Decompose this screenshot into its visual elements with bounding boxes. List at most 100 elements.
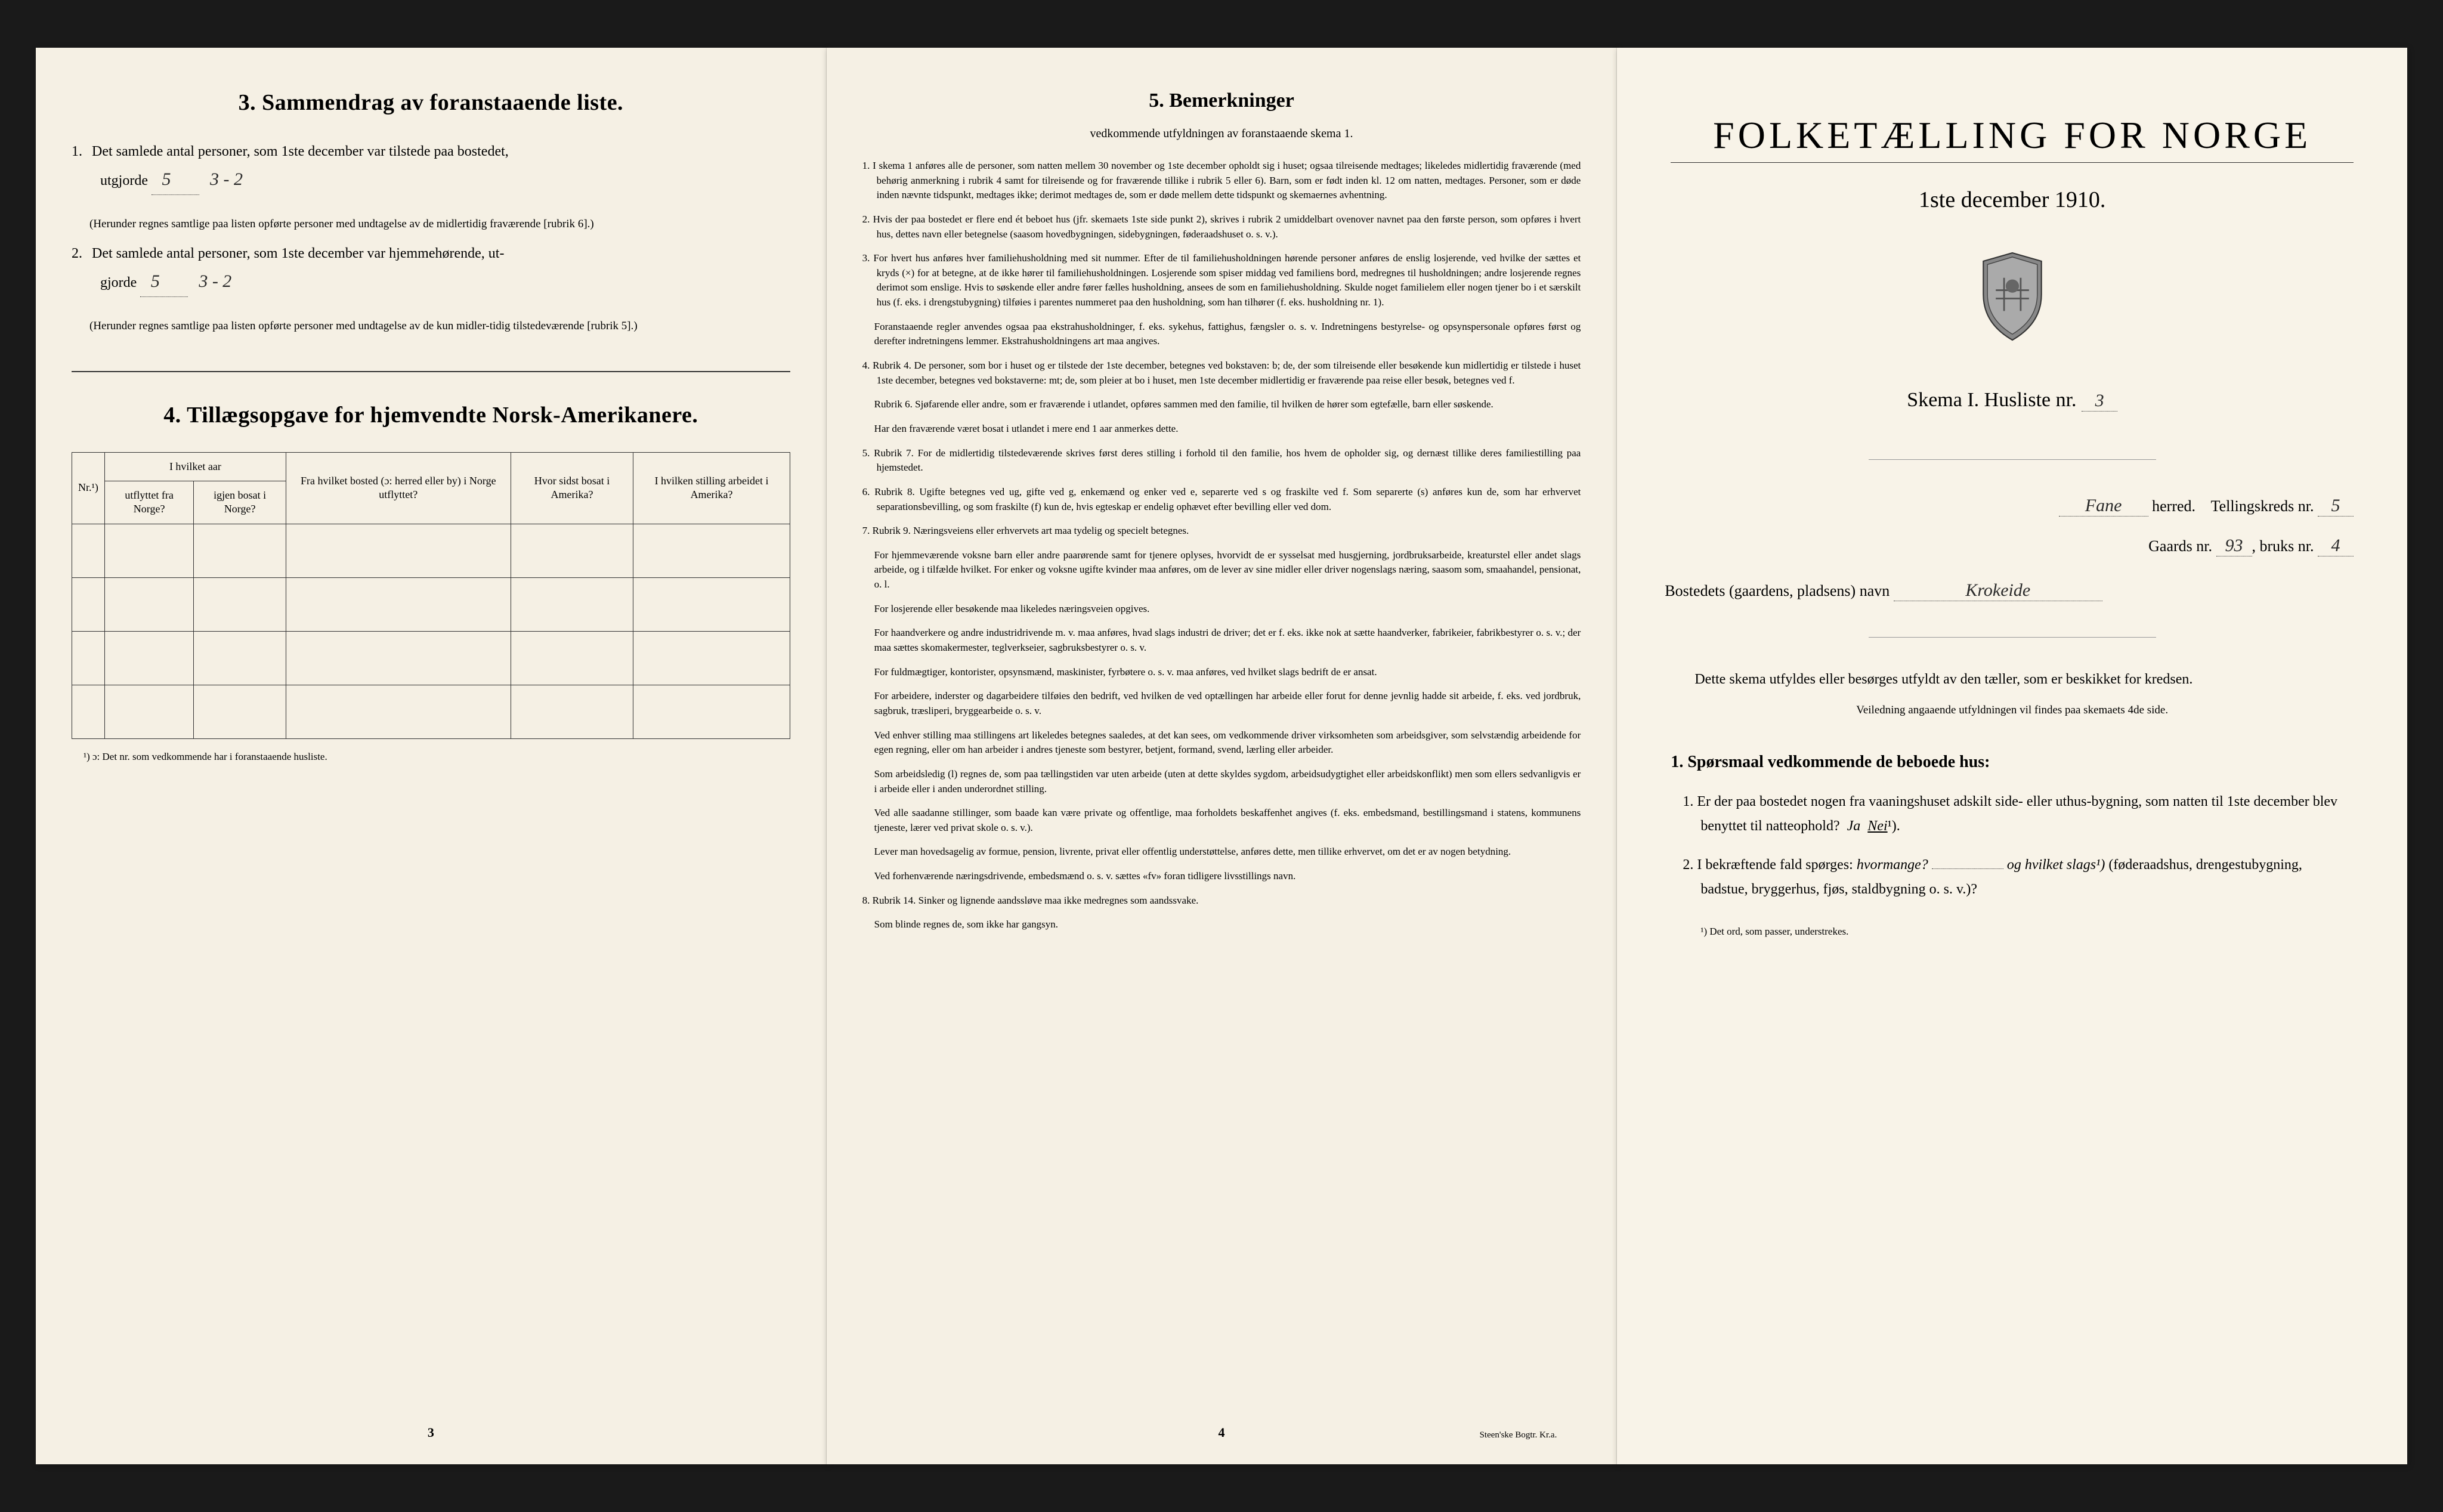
instruction-text: Rubrik 7. For de midlertidig tilstedevær… — [874, 447, 1581, 474]
instruction-item: 1. I skema 1 anføres alle de personer, s… — [862, 159, 1581, 203]
instruction-subtext: For arbeidere, inderster og dagarbeidere… — [874, 689, 1581, 718]
page-number: 4 — [1219, 1425, 1225, 1440]
table-header: I hvilken stilling arbeidet i Amerika? — [633, 452, 790, 524]
skema-line: Skema I. Husliste nr. 3 — [1653, 389, 2371, 412]
instruction-subtext: For losjerende eller besøkende maa likel… — [874, 602, 1581, 617]
ja-option: Ja — [1847, 818, 1861, 834]
section4-title: 4. Tillægsopgave for hjemvendte Norsk-Am… — [72, 402, 790, 428]
item-text: gjorde — [100, 275, 137, 290]
main-title: FOLKETÆLLING FOR NORGE — [1653, 113, 2371, 157]
instruction-number: 3. — [862, 252, 874, 264]
item-number: 1. — [1683, 794, 1693, 809]
page-right: FOLKETÆLLING FOR NORGE 1ste december 191… — [1617, 48, 2407, 1464]
sporsmaal-item2: 2. I bekræftende fald spørges: hvormange… — [1700, 853, 2348, 902]
instruction-item: 7. Rubrik 9. Næringsveiens eller erhverv… — [862, 524, 1581, 539]
table-header: I hvilket aar — [104, 452, 286, 481]
fill-value: 5 — [151, 164, 199, 195]
skema-nr-value: 3 — [2082, 391, 2117, 412]
herred-line: Fane herred. Tellingskreds nr. 5 — [1653, 496, 2371, 517]
footnote: ¹) Det ord, som passer, understrekes. — [1700, 926, 2371, 938]
bosted-line: Bostedets (gaardens, pladsens) navn Krok… — [1665, 580, 2359, 601]
instruction-number: 2. — [862, 214, 873, 225]
herred-label: herred. — [2152, 497, 2195, 515]
instruction-number: 8. — [862, 895, 873, 906]
instruction-item: 8. Rubrik 14. Sinker og lignende aandssl… — [862, 893, 1581, 908]
table-row — [72, 685, 790, 738]
section3-item1: 1. Det samlede antal personer, som 1ste … — [72, 140, 790, 195]
instruction-text: I skema 1 anføres alle de personer, som … — [873, 160, 1581, 200]
instruction-subtext: For fuldmægtiger, kontorister, opsynsmæn… — [874, 665, 1581, 680]
instruction-number: 1. — [862, 160, 873, 171]
instruction-subtext: For haandverkere og andre industridriven… — [874, 626, 1581, 655]
instruction-subtext: Foranstaaende regler anvendes ogsaa paa … — [874, 320, 1581, 349]
instruction-subtext: Rubrik 6. Sjøfarende eller andre, som er… — [874, 397, 1581, 412]
instruction-item: 2. Hvis der paa bostedet er flere end ét… — [862, 212, 1581, 242]
instruction-subtext: For hjemmeværende voksne barn eller andr… — [874, 548, 1581, 592]
thin-rule — [1869, 459, 2156, 460]
instruction-item: 3. For hvert hus anføres hver familiehus… — [862, 251, 1581, 310]
item-number: 2. — [1683, 857, 1693, 873]
table-header: Nr.¹) — [72, 452, 105, 524]
instructions-list: 1. I skema 1 anføres alle de personer, s… — [862, 159, 1581, 932]
instruction-subtext: Har den fraværende været bosat i utlande… — [874, 422, 1581, 437]
item-text: utgjorde — [100, 173, 148, 188]
instruction-subtext: Ved enhver stilling maa stillingens art … — [874, 728, 1581, 757]
section5-subtitle: vedkommende utfyldningen av foranstaaend… — [862, 127, 1581, 141]
sup: ¹). — [1888, 818, 1900, 834]
hvormange-field — [1932, 868, 2003, 869]
table-row — [72, 577, 790, 631]
herred-value: Fane — [2059, 496, 2148, 517]
gaards-label: Gaards nr. — [2148, 537, 2212, 555]
instruction-number: 7. — [862, 525, 873, 536]
instruction-item: 4. Rubrik 4. De personer, som bor i huse… — [862, 358, 1581, 388]
hvormange-label: hvormange? — [1857, 857, 1928, 873]
sporsmaal-heading: 1. Spørsmaal vedkommende de beboede hus: — [1671, 753, 2371, 772]
table-header: utflyttet fra Norge? — [104, 481, 193, 524]
instruction-item: 6. Rubrik 8. Ugifte betegnes ved ug, gif… — [862, 485, 1581, 514]
item-text: Det samlede antal personer, som 1ste dec… — [92, 246, 504, 261]
bruks-label: bruks nr. — [2260, 537, 2314, 555]
instruction-subtext: Som blinde regnes de, som ikke har gangs… — [874, 917, 1581, 932]
section5-title: 5. Bemerkninger — [862, 89, 1581, 112]
tellingskreds-label: Tellingskreds nr. — [2211, 497, 2314, 515]
table-header: igjen bosat i Norge? — [194, 481, 286, 524]
item2-note: (Herunder regnes samtlige paa listen opf… — [72, 318, 790, 335]
item-text: og hvilket slags¹) — [2007, 857, 2105, 873]
bruks-value: 4 — [2318, 536, 2354, 556]
gaards-value: 93 — [2216, 536, 2252, 556]
nei-option: Nei — [1867, 818, 1887, 834]
instruction-text: Hvis der paa bostedet er flere end ét be… — [873, 214, 1581, 240]
item-text: Er der paa bostedet nogen fra vaaningshu… — [1697, 794, 2337, 834]
instruction-number: 4. — [862, 360, 873, 371]
pages-container: 3. Sammendrag av foranstaaende liste. 1.… — [36, 48, 2407, 1464]
item-text: Det samlede antal personer, som 1ste dec… — [92, 144, 509, 159]
instruction-text: For hvert hus anføres hver familiehushol… — [873, 252, 1581, 308]
instruction-text: Rubrik 8. Ugifte betegnes ved ug, gifte … — [874, 486, 1581, 512]
section3-title: 3. Sammendrag av foranstaaende liste. — [72, 89, 790, 116]
coat-of-arms-emblem — [1653, 249, 2371, 347]
section-divider — [72, 371, 790, 372]
table-footnote: ¹) ɔ: Det nr. som vedkommende har i fora… — [72, 751, 790, 763]
instruction-number: 6. — [862, 486, 874, 497]
bosted-value: Krokeide — [1894, 580, 2102, 601]
main-date: 1ste december 1910. — [1653, 187, 2371, 213]
veiledning-text: Veiledning angaaende utfyldningen vil fi… — [1653, 704, 2371, 717]
instruction-text: Rubrik 9. Næringsveiens eller erhvervets… — [873, 525, 1189, 536]
instruction-text: Rubrik 14. Sinker og lignende aandssløve… — [873, 895, 1199, 906]
title-rule — [1671, 162, 2353, 163]
item-text: I bekræftende fald spørges: — [1697, 857, 1853, 873]
fill-value: 5 — [140, 266, 188, 297]
table-row — [72, 631, 790, 685]
intro-text: Dette skema utfyldes eller besørges utfy… — [1671, 667, 2354, 692]
instruction-item: 5. Rubrik 7. For de midlertidig tilstede… — [862, 446, 1581, 475]
fill-notation: 3 - 2 — [210, 169, 243, 189]
gaard-line: Gaards nr. 93, bruks nr. 4 — [1653, 536, 2371, 556]
printer-mark: Steen'ske Bogtr. Kr.a. — [1480, 1430, 1557, 1440]
section3-item2: 2. Det samlede antal personer, som 1ste … — [72, 242, 790, 297]
instruction-subtext: Lever man hovedsagelig av formue, pensio… — [874, 845, 1581, 859]
instruction-subtext: Ved alle saadanne stillinger, som baade … — [874, 806, 1581, 835]
page-left: 3. Sammendrag av foranstaaende liste. 1.… — [36, 48, 827, 1464]
thin-rule — [1869, 637, 2156, 638]
footnote-text: ¹) Det ord, som passer, understrekes. — [1700, 926, 1848, 937]
instruction-text: Rubrik 4. De personer, som bor i huset o… — [873, 360, 1581, 386]
